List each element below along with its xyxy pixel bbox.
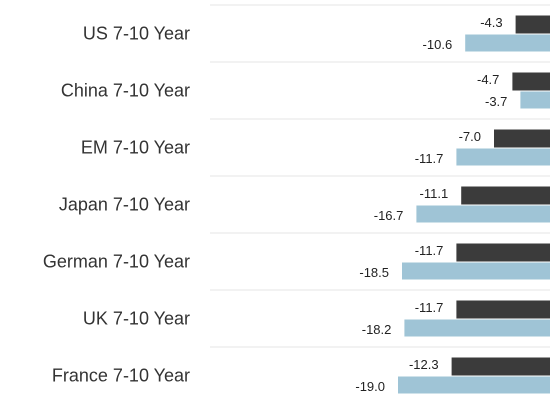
bar bbox=[520, 91, 550, 109]
value-label: -16.7 bbox=[374, 208, 404, 223]
category-label: China 7-10 Year bbox=[61, 80, 190, 100]
value-label: -18.2 bbox=[362, 322, 392, 337]
category-label: UK 7-10 Year bbox=[83, 308, 190, 328]
bar bbox=[512, 72, 550, 91]
bar bbox=[456, 243, 550, 262]
bar bbox=[515, 15, 550, 34]
value-label: -12.3 bbox=[409, 357, 439, 372]
value-label: -4.3 bbox=[480, 15, 502, 30]
category-label: Japan 7-10 Year bbox=[59, 194, 190, 214]
bar bbox=[465, 34, 550, 52]
bar bbox=[456, 148, 550, 166]
bar bbox=[398, 376, 550, 394]
category-label: EM 7-10 Year bbox=[81, 137, 190, 157]
value-label: -19.0 bbox=[355, 379, 385, 394]
bar bbox=[494, 129, 550, 148]
category-label: German 7-10 Year bbox=[43, 251, 190, 271]
value-label: -11.7 bbox=[415, 151, 444, 166]
value-label: -11.1 bbox=[420, 186, 449, 201]
bar bbox=[402, 262, 550, 280]
value-label: -3.7 bbox=[485, 94, 507, 109]
value-label: -11.7 bbox=[415, 300, 444, 315]
bar bbox=[404, 319, 550, 337]
value-label: -7.0 bbox=[459, 129, 481, 144]
category-label: US 7-10 Year bbox=[83, 23, 190, 43]
category-label: France 7-10 Year bbox=[52, 365, 190, 385]
value-label: -11.7 bbox=[415, 243, 444, 258]
value-label: -10.6 bbox=[423, 37, 453, 52]
value-label: -4.7 bbox=[477, 72, 499, 87]
bar bbox=[456, 300, 550, 319]
bar bbox=[461, 186, 550, 205]
bar bbox=[416, 205, 550, 223]
value-label: -18.5 bbox=[359, 265, 389, 280]
bar bbox=[451, 357, 550, 376]
